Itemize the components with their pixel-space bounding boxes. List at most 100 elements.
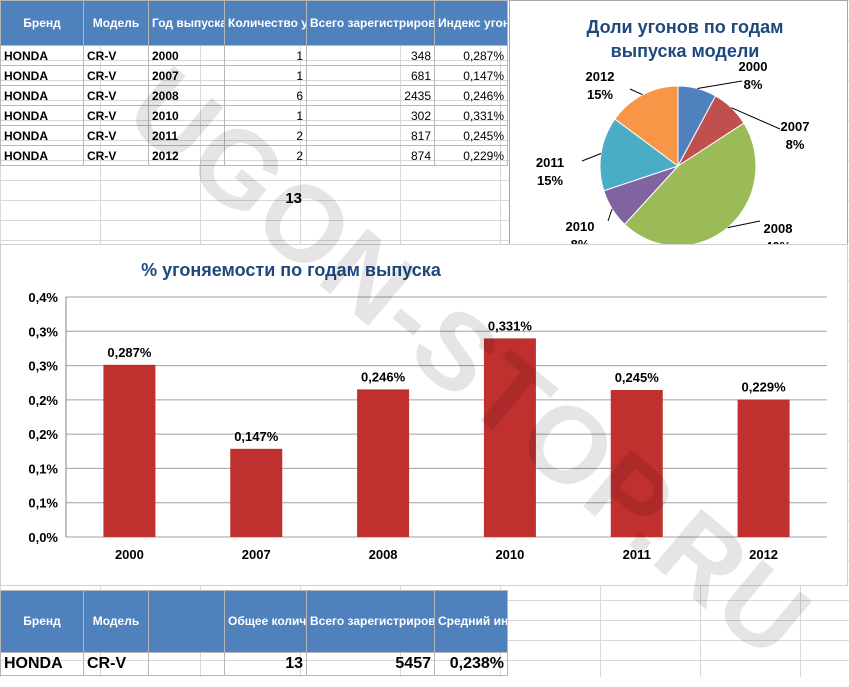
x-tick-label: 2011 — [623, 547, 651, 562]
cell-model[interactable]: CR-V — [83, 145, 149, 166]
summary-header-avg-index[interactable]: Средний индекс угона — [434, 590, 508, 653]
cell-registered[interactable]: 817 — [306, 125, 435, 146]
summary-header-empty[interactable] — [148, 590, 225, 653]
pie-label-percent: 15% — [587, 87, 613, 102]
summary-header-total-thefts[interactable]: Общее количество угонов — [224, 590, 307, 653]
bar-data-label: 0,246% — [361, 369, 406, 384]
cell-thefts[interactable]: 2 — [224, 125, 307, 146]
table-row: HONDA CR-V 2000 1 348 0,287% — [0, 45, 508, 66]
cell-registered[interactable]: 348 — [306, 45, 435, 66]
bar-2011 — [610, 390, 663, 537]
pie-leader-line — [629, 88, 643, 96]
pie-label-percent: 8% — [744, 77, 763, 92]
pie-chart-title: Доли угонов по годам выпуска модели — [586, 17, 784, 61]
cell-model[interactable]: CR-V — [83, 125, 149, 146]
cell-registered[interactable]: 2435 — [306, 85, 435, 106]
summary-header-model[interactable]: Модель — [83, 590, 149, 653]
cell-year[interactable]: 2012 — [148, 145, 225, 166]
cell-index[interactable]: 0,331% — [434, 105, 508, 126]
pie-slice-2012 — [614, 85, 679, 167]
cell-model[interactable]: CR-V — [83, 105, 149, 126]
cell-year[interactable]: 2011 — [148, 125, 225, 146]
cell-thefts[interactable]: 2 — [224, 145, 307, 166]
pie-label-year: 2010 — [566, 219, 595, 234]
pie-label-percent: 15% — [537, 173, 563, 188]
pie-label-year: 2007 — [781, 119, 810, 134]
summary-header-brand[interactable]: Бренд — [0, 590, 84, 653]
header-theft-index[interactable]: Индекс угона — [434, 0, 508, 46]
total-thefts-cell[interactable]: 13 — [285, 190, 302, 207]
header-theft-count[interactable]: Количество угонов 2016 — [224, 0, 307, 46]
x-tick-label: 2007 — [242, 547, 271, 562]
cell-brand[interactable]: HONDA — [0, 145, 84, 166]
pie-label-year: 2012 — [586, 69, 615, 84]
bar-2012 — [737, 399, 790, 537]
bar-data-label: 0,287% — [107, 345, 152, 360]
header-model[interactable]: Модель — [83, 0, 149, 46]
cell-registered[interactable]: 302 — [306, 105, 435, 126]
summary-avg-index[interactable]: 0,238% — [434, 652, 508, 676]
pie-label-percent: 8% — [786, 137, 805, 152]
pie-label-year: 2008 — [764, 221, 793, 236]
cell-thefts[interactable]: 6 — [224, 85, 307, 106]
cell-brand[interactable]: HONDA — [0, 105, 84, 126]
pie-chart-box[interactable]: Доли угонов по годам выпуска модели 2000… — [509, 0, 848, 268]
cell-model[interactable]: CR-V — [83, 85, 149, 106]
header-registered[interactable]: Всего зарегистрировано — [306, 0, 435, 46]
cell-model[interactable]: CR-V — [83, 65, 149, 86]
cell-thefts[interactable]: 1 — [224, 65, 307, 86]
summary-brand[interactable]: HONDA — [0, 652, 84, 676]
cell-brand[interactable]: HONDA — [0, 85, 84, 106]
table-row: HONDA CR-V 2007 1 681 0,147% — [0, 65, 508, 86]
cell-index[interactable]: 0,245% — [434, 125, 508, 146]
header-brand[interactable]: Бренд — [0, 0, 84, 46]
pie-leader-line — [697, 80, 743, 90]
table-row: HONDA CR-V 2011 2 817 0,245% — [0, 125, 508, 146]
cell-brand[interactable]: HONDA — [0, 125, 84, 146]
summary-total-thefts[interactable]: 13 — [224, 652, 307, 676]
cell-index[interactable]: 0,246% — [434, 85, 508, 106]
theft-data-table: Бренд Модель Год выпуска Количество угон… — [0, 0, 508, 166]
cell-brand[interactable]: HONDA — [0, 45, 84, 66]
x-tick-label: 2010 — [495, 547, 524, 562]
cell-registered[interactable]: 681 — [306, 65, 435, 86]
cell-year[interactable]: 2010 — [148, 105, 225, 126]
bar-data-label: 0,331% — [488, 318, 533, 333]
pie-leader-line — [731, 107, 781, 130]
bar-2010 — [483, 338, 536, 537]
cell-index[interactable]: 0,287% — [434, 45, 508, 66]
bar-chart-box[interactable]: % угоняемости по годам выпуска 0,0% 0,1% 0… — [0, 244, 848, 586]
bar-2008 — [357, 389, 410, 537]
cell-model[interactable]: CR-V — [83, 45, 149, 66]
cell-registered[interactable]: 874 — [306, 145, 435, 166]
table-row: HONDA CR-V 2012 2 874 0,229% — [0, 145, 508, 166]
cell-year[interactable]: 2000 — [148, 45, 225, 66]
cell-year[interactable]: 2008 — [148, 85, 225, 106]
y-tick-label: 0,2% — [28, 427, 58, 442]
pie-leader-line — [581, 153, 602, 162]
table-row: HONDA CR-V 2010 1 302 0,331% — [0, 105, 508, 126]
cell-thefts[interactable]: 1 — [224, 45, 307, 66]
y-tick-label: 0,2% — [28, 393, 58, 408]
summary-table: Бренд Модель Общее количество угонов Все… — [0, 590, 508, 676]
cell-thefts[interactable]: 1 — [224, 105, 307, 126]
pie-label-year: 2011 — [536, 155, 564, 170]
cell-year[interactable]: 2007 — [148, 65, 225, 86]
pie-label-year: 2000 — [739, 59, 768, 74]
pie-slice-2011 — [599, 118, 680, 192]
summary-registered[interactable]: 5457 — [306, 652, 435, 676]
summary-empty[interactable] — [148, 652, 225, 676]
summary-model[interactable]: CR-V — [83, 652, 149, 676]
y-tick-label: 0,1% — [28, 461, 58, 476]
x-tick-label: 2000 — [115, 547, 144, 562]
bar-data-label: 0,229% — [742, 380, 787, 395]
header-year[interactable]: Год выпуска — [148, 0, 225, 46]
cell-brand[interactable]: HONDA — [0, 65, 84, 86]
bar-data-label: 0,245% — [615, 370, 660, 385]
cell-index[interactable]: 0,229% — [434, 145, 508, 166]
x-tick-label: 2008 — [369, 547, 398, 562]
summary-header-registered[interactable]: Всего зарегистрировано — [306, 590, 435, 653]
y-tick-label: 0,3% — [28, 324, 58, 339]
cell-index[interactable]: 0,147% — [434, 65, 508, 86]
